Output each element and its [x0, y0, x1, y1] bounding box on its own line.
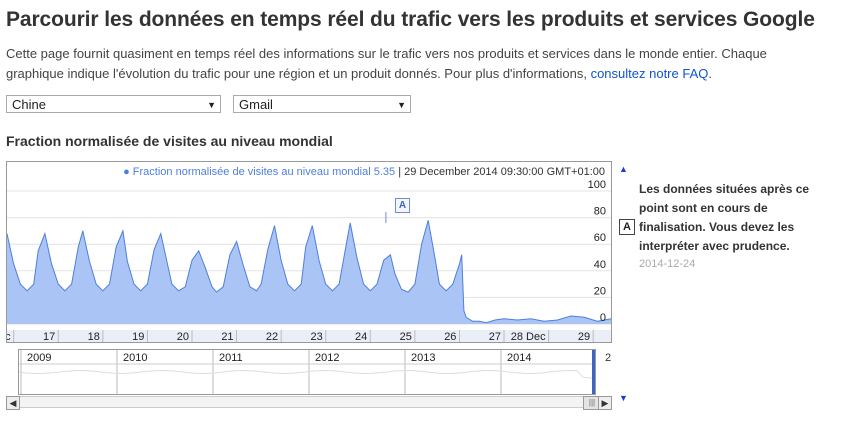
x-tick-label: 29: [578, 331, 590, 342]
product-select-value: Gmail: [239, 97, 273, 112]
navigator-scrollbar[interactable]: [6, 396, 612, 408]
annotation-side-flag[interactable]: A: [619, 219, 635, 235]
intro-end: .: [708, 66, 712, 81]
navigator-year-label: 2012: [315, 352, 339, 364]
x-tick-label: 22: [266, 331, 278, 342]
y-tick-label: 20: [594, 285, 606, 297]
intro-paragraph: Cette page fournit quasiment en temps ré…: [6, 44, 816, 84]
navigator-overview[interactable]: 2009 2010 2011 2012 2013 2014: [19, 350, 595, 394]
product-select[interactable]: Gmail ▼: [233, 95, 411, 113]
annotation-flag-marker[interactable]: A: [395, 198, 410, 213]
region-select-value: Chine: [12, 97, 46, 112]
annotation-date: 2014-12-24: [639, 258, 696, 270]
navigator-trace: [19, 369, 595, 379]
navigator-year-label: 2013: [411, 352, 435, 364]
scroll-right-icon[interactable]: ▶: [598, 396, 612, 410]
x-tick-label: 21: [221, 331, 233, 342]
scroll-annotations-up-icon[interactable]: ▲: [619, 164, 628, 174]
legend-dot-icon: ●: [123, 166, 130, 178]
navigator-truncated-label: 2: [605, 352, 612, 364]
x-tick-label: 26: [444, 331, 456, 342]
x-axis-band: [7, 330, 611, 342]
x-tick-label: 17: [43, 331, 55, 342]
traffic-area-chart[interactable]: 16 Dec 17 18 19 20 21 22 23 24 25 26 27 28 Dec 29 0 20 4…: [7, 162, 611, 342]
chevron-down-icon: ▼: [207, 100, 216, 110]
chart-legend: ● Fraction normalisée de visites au nive…: [123, 166, 605, 178]
y-tick-label: 0: [600, 312, 606, 324]
series-area: [7, 220, 611, 324]
scroll-annotations-down-icon[interactable]: ▼: [619, 393, 628, 403]
y-tick-label: 80: [594, 206, 606, 218]
faq-link[interactable]: consultez notre FAQ: [590, 66, 709, 81]
page-title: Parcourir les données en temps réel du t…: [6, 8, 815, 31]
legend-separator: |: [398, 166, 405, 178]
chevron-down-icon: ▼: [397, 100, 406, 110]
navigator-selection-handle[interactable]: [592, 350, 595, 394]
x-tick-label: 28 Dec: [511, 331, 546, 342]
navigator-year-label: 2009: [27, 352, 51, 364]
x-tick-label: 18: [88, 331, 100, 342]
x-tick-label: 19: [132, 331, 144, 342]
y-tick-label: 60: [594, 232, 606, 244]
scroll-left-icon[interactable]: ◀: [6, 396, 20, 410]
x-tick-label: 16 Dec: [7, 331, 11, 342]
legend-value: 5.35: [373, 166, 396, 178]
navigator-year-label: 2011: [219, 352, 243, 364]
y-tick-label: 40: [594, 259, 606, 271]
region-select[interactable]: Chine ▼: [6, 95, 221, 113]
navigator-year-label: 2010: [123, 352, 147, 364]
x-tick-label: 23: [310, 331, 322, 342]
navigator-year-label: 2014: [507, 352, 531, 364]
legend-series-label: Fraction normalisée de visites au niveau…: [132, 166, 371, 178]
series-line: [7, 220, 611, 324]
x-tick-label: 20: [177, 331, 189, 342]
navigator-header: [19, 350, 595, 364]
range-navigator[interactable]: 2009 2010 2011 2012 2013 2014: [18, 349, 596, 395]
x-tick-label: 24: [355, 331, 367, 342]
legend-datetime: 29 December 2014 09:30:00 GMT+01:00: [404, 166, 605, 178]
x-tick-label: 25: [400, 331, 412, 342]
chart-section-title: Fraction normalisée de visites au niveau…: [6, 133, 333, 149]
chart-container[interactable]: 16 Dec 17 18 19 20 21 22 23 24 25 26 27 28 Dec 29 0 20 4…: [6, 161, 612, 343]
y-tick-label: 100: [588, 179, 606, 191]
intro-text: Cette page fournit quasiment en temps ré…: [6, 46, 767, 81]
x-tick-label: 27: [489, 331, 501, 342]
annotation-text: Les données situées après ce point sont …: [639, 182, 810, 253]
